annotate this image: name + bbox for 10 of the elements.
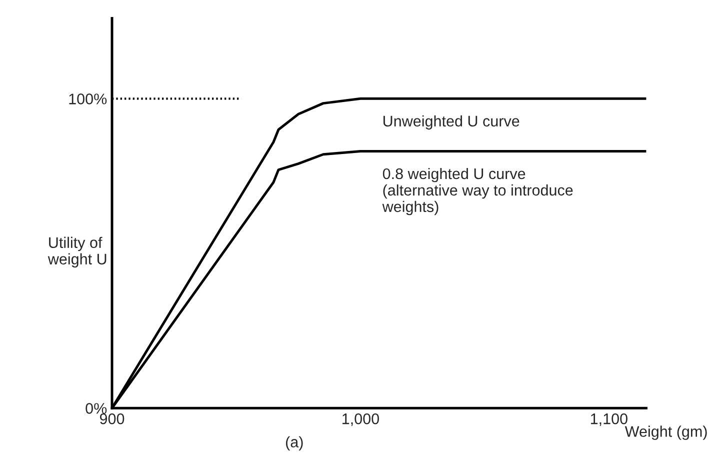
y-axis-title: Utility of weight U <box>48 236 106 268</box>
y-tick-label: 0% <box>86 403 107 414</box>
y-tick-label: 100% <box>69 94 107 104</box>
x-tick-label: 900 <box>100 413 124 424</box>
series-label: 0.8 weighted U curve (alternative way to introduce weights) <box>382 168 573 216</box>
x-tick-label: 1,000 <box>342 413 379 426</box>
x-tick-label: 1,100 <box>590 413 628 426</box>
x-axis-title: Weight (gm) <box>624 426 707 440</box>
series-label: Unweighted U curve <box>383 115 520 130</box>
text: (a) <box>286 436 303 450</box>
